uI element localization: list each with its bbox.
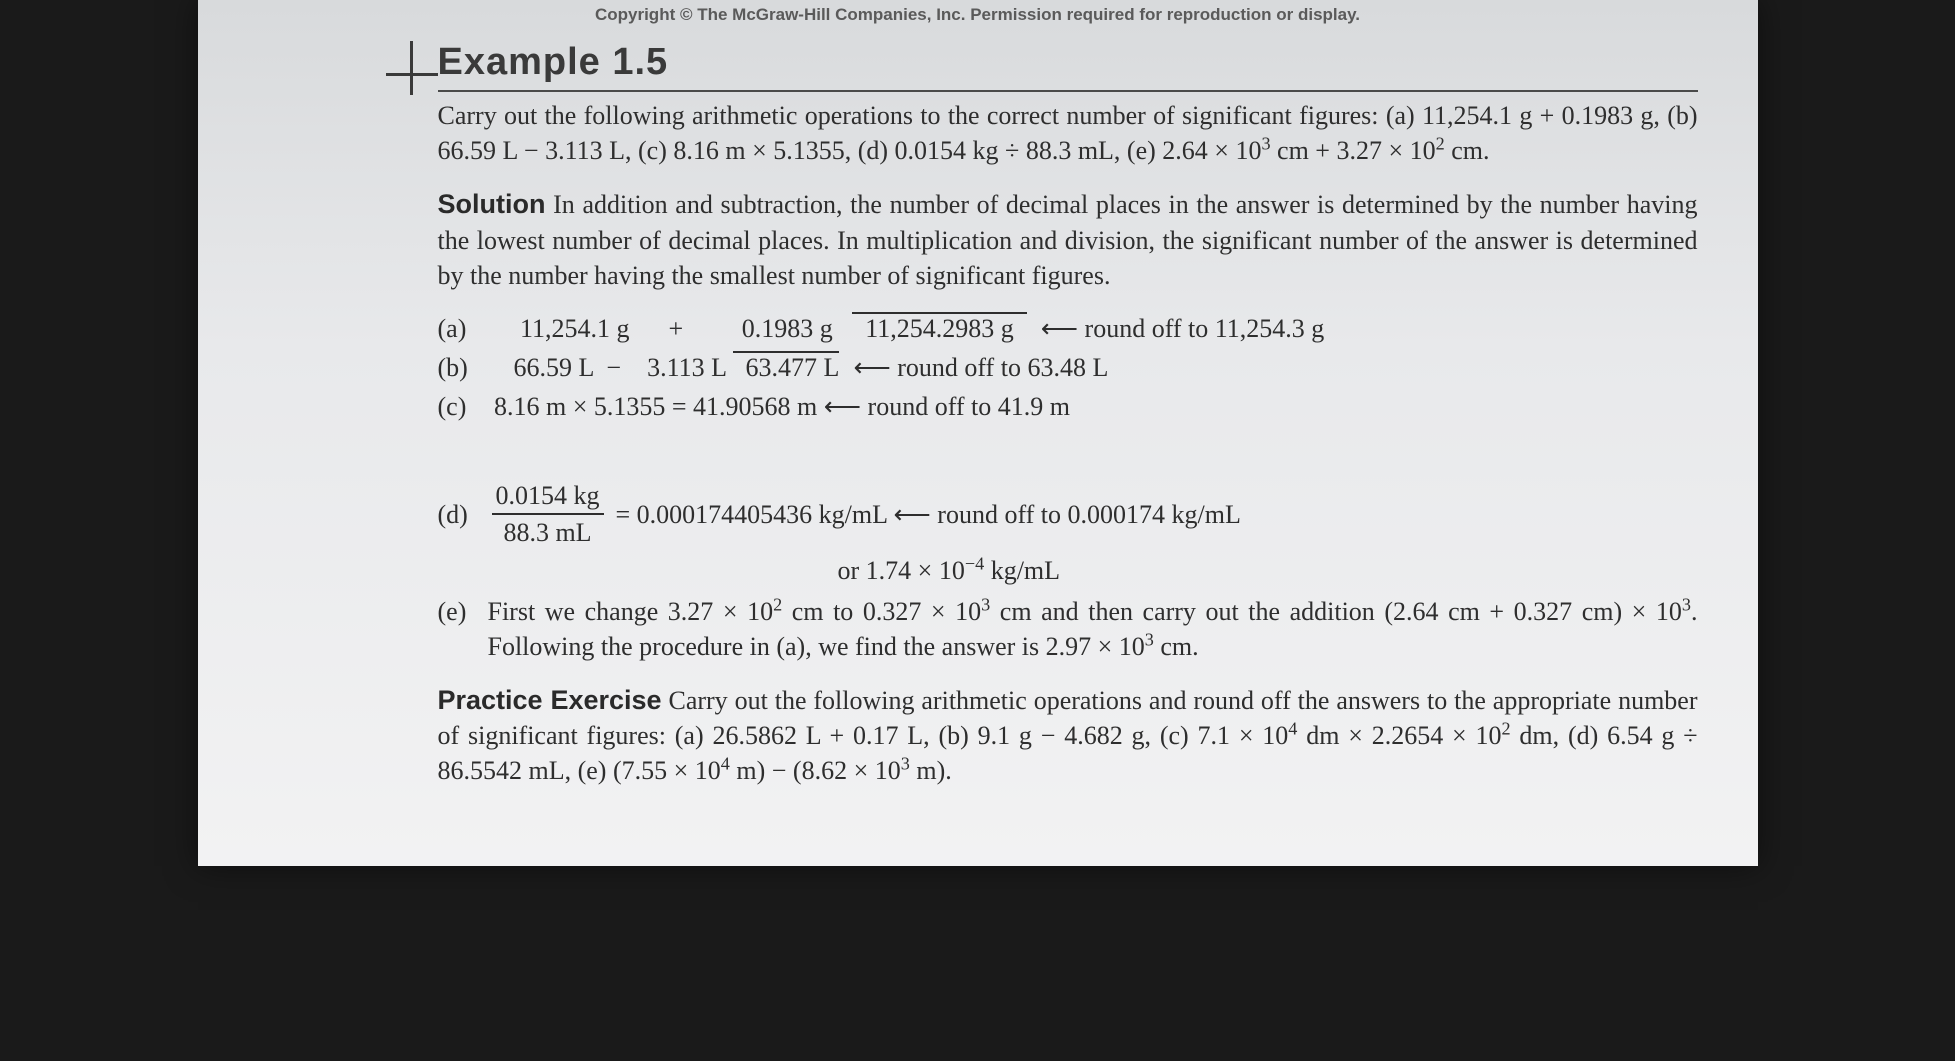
solution-c: (c) 8.16 m × 5.1355 = 41.90568 m ⟵ round… [438,389,1698,424]
a-note: ⟵ round off to 11,254.3 g [1041,311,1325,346]
b-line2: − 3.113 L [606,353,726,382]
section-marker-icon [392,55,432,95]
example-title: Example 1.5 [438,37,1698,90]
a-sum: 11,254.2983 g [852,312,1027,343]
d-eq: = 0.000174405436 kg/mL ⟵ round off to 0.… [616,497,1241,532]
d-or: or 1.74 × 10−4 kg/mL [838,553,1698,588]
b-line1: 66.59 L [488,353,600,382]
example-header: Example 1.5 [438,37,1698,92]
example-prompt: Carry out the following arithmetic opera… [438,98,1698,168]
textbook-page: Copyright © The McGraw-Hill Companies, I… [198,0,1758,866]
d-numerator: 0.0154 kg [492,478,604,513]
solution-heading: Solution [438,189,546,219]
practice-exercise: Practice Exercise Carry out the followin… [438,682,1698,789]
solution-d: (d) 0.0154 kg 88.3 mL = 0.000174405436 k… [438,478,1698,550]
label-d: (d) [438,497,488,532]
e-text: First we change 3.27 × 102 cm to 0.327 ×… [488,594,1698,664]
d-fraction: 0.0154 kg 88.3 mL [492,478,604,550]
b-note: ⟵ round off to 63.48 L [853,350,1108,385]
prompt-lead: Carry out the following arithmetic opera… [438,101,1379,130]
solution-e: (e) First we change 3.27 × 102 cm to 0.3… [438,594,1698,664]
c-text: 8.16 m × 5.1355 = 41.90568 m ⟵ round off… [494,392,1070,421]
solution-intro: Solution In addition and subtraction, th… [438,186,1698,293]
label-c: (c) [438,389,488,424]
label-a: (a) [438,311,488,346]
a-line1: 11,254.1 g [488,314,663,343]
a-line2: + 0.1983 g [669,314,846,343]
page-content: Example 1.5 Carry out the following arit… [198,37,1758,788]
solution-a: (a) 11,254.1 g + 0.1983 g 11,254.2983 g … [438,311,1698,346]
solution-intro-text: In addition and subtraction, the number … [438,190,1698,290]
d-denominator: 88.3 mL [492,513,604,550]
label-e: (e) [438,594,488,664]
label-b: (b) [438,350,488,385]
solution-b: (b) 66.59 L − 3.113 L 63.477 L ⟵ round o… [438,350,1698,385]
b-sum: 63.477 L [733,351,840,382]
copyright-line: Copyright © The McGraw-Hill Companies, I… [198,0,1758,37]
practice-heading: Practice Exercise [438,685,662,715]
